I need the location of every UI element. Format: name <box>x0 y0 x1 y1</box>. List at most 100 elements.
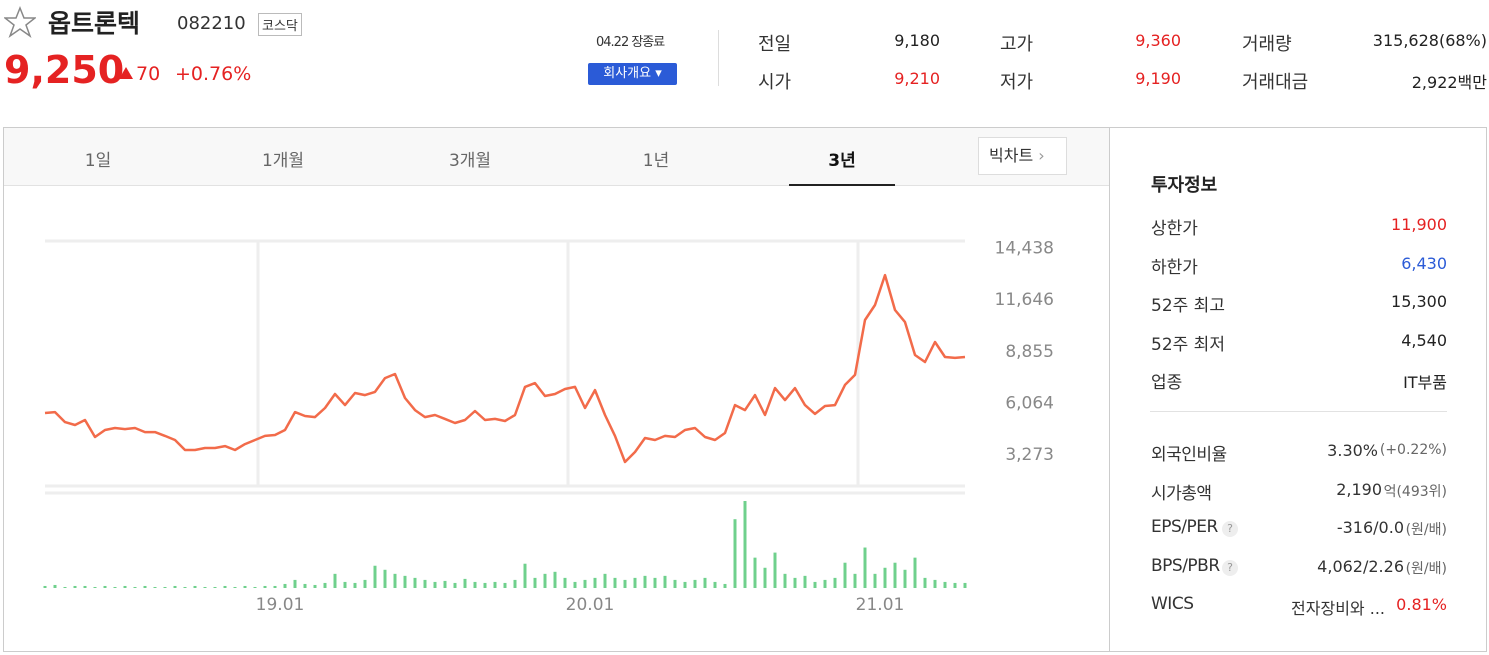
volume-bar <box>353 582 357 588</box>
y-tick-label: 6,064 <box>1005 393 1054 413</box>
tab-underline <box>789 184 895 186</box>
volume-bar <box>43 585 47 588</box>
volume-bar <box>483 582 487 588</box>
invest-extra: 0.81% <box>1396 595 1447 614</box>
volume-bar <box>453 582 457 588</box>
volume-bar <box>923 577 927 588</box>
help-icon[interactable]: ? <box>1222 521 1238 537</box>
invest-value: 4,062/2.26 <box>1317 556 1404 576</box>
tab[interactable]: 1개월 <box>261 151 305 171</box>
quote-value: 315,628(68%) <box>1372 31 1487 50</box>
quote-value: 9,210 <box>894 69 940 88</box>
volume-bar <box>873 573 877 588</box>
company-button-label: 회사개요 <box>603 66 652 81</box>
volume-bar <box>953 582 957 588</box>
invest-value: 2,190 <box>1336 479 1382 499</box>
company-button[interactable]: 회사개요 ▾ <box>588 63 677 85</box>
volume-bar <box>443 580 447 588</box>
volume-bar <box>643 575 647 588</box>
volume-bar <box>693 579 697 588</box>
tab[interactable]: 3년 <box>828 151 856 171</box>
tab[interactable]: 1일 <box>84 151 112 171</box>
volume-bar <box>613 577 617 588</box>
volume-bar <box>63 586 67 588</box>
invest-value: 11,900 <box>1391 215 1447 234</box>
volume-bar <box>533 577 537 588</box>
volume-bar <box>943 581 947 588</box>
up-arrow <box>119 67 133 79</box>
volume-bar <box>503 582 507 588</box>
volume-bar <box>633 577 637 588</box>
quote-value: 2,922백만 <box>1411 73 1487 92</box>
invest-label: BPS/PBR <box>1151 555 1220 576</box>
volume-bar <box>83 585 87 588</box>
volume-bar <box>123 585 127 588</box>
volume-bar <box>383 569 387 588</box>
tab-bar <box>4 128 1109 186</box>
volume-bar <box>933 579 937 588</box>
invest-value: 전자장비와 ... <box>1291 599 1385 618</box>
quote-label: 거래량 <box>1242 34 1292 55</box>
volume-bar <box>403 575 407 588</box>
quote-label: 거래대금 <box>1242 72 1309 93</box>
invest-sub: (+0.22%) <box>1379 442 1447 458</box>
volume-bar <box>813 581 817 588</box>
invest-value: 15,300 <box>1391 292 1447 311</box>
volume-bar <box>133 586 137 588</box>
invest-divider <box>1150 411 1447 412</box>
volume-bar <box>893 562 897 588</box>
tab[interactable]: 1년 <box>642 151 670 171</box>
volume-bar <box>493 581 497 588</box>
tab[interactable]: 3개월 <box>448 151 492 171</box>
volume-bar <box>903 569 907 588</box>
help-icon[interactable]: ? <box>1222 559 1238 576</box>
big-chart-button[interactable]: 빅차트 › <box>978 137 1067 175</box>
x-tick-label: 21.01 <box>856 595 905 615</box>
volume-bar <box>373 565 377 588</box>
volume-bar <box>683 581 687 588</box>
volume-bar <box>283 583 287 588</box>
invest-value: -316/0.0 <box>1336 518 1404 537</box>
invest-value: 3.30% <box>1327 441 1378 460</box>
volume-bar <box>153 586 157 588</box>
volume-bar <box>783 573 787 588</box>
invest-sub: 억(493위) <box>1383 483 1447 500</box>
volume-bar <box>113 586 117 588</box>
quote-label: 전일 <box>758 34 792 55</box>
volume-bar <box>233 586 237 588</box>
volume-bar <box>833 577 837 588</box>
volume-bar <box>843 562 847 588</box>
volume-bar <box>763 567 767 588</box>
volume-bar <box>183 586 187 588</box>
volume-bar <box>323 582 327 588</box>
date-status: 04.22 장종료 <box>596 35 665 50</box>
volume-bar <box>593 577 597 588</box>
change-pct: +0.76% <box>175 63 252 85</box>
invest-label: 시가총액 <box>1151 483 1212 504</box>
volume-bar <box>213 586 217 588</box>
stock-name: 옵트론텍 <box>48 9 141 38</box>
volume-bar <box>193 585 197 588</box>
change: 70 <box>136 63 161 85</box>
quote-label: 저가 <box>1000 72 1034 93</box>
volume-bar <box>753 557 757 588</box>
volume-bar <box>713 581 717 588</box>
volume-bar <box>423 579 427 588</box>
volume-bar <box>333 573 337 588</box>
volume-bar <box>703 577 707 588</box>
invest-label: 외국인비율 <box>1151 445 1227 465</box>
volume-bar <box>583 579 587 588</box>
volume-bar <box>73 585 77 588</box>
volume-bar <box>363 579 367 588</box>
quote-label: 고가 <box>1000 34 1034 55</box>
quote-value: 9,190 <box>1135 69 1181 88</box>
favorite-star[interactable] <box>4 6 36 38</box>
volume-bar <box>823 579 827 588</box>
volume-bar <box>863 547 867 588</box>
volume-bar <box>743 501 747 588</box>
volume-bar <box>773 552 777 588</box>
volume-bar <box>263 585 267 588</box>
volume-bar <box>523 563 527 588</box>
volume-bar <box>173 585 177 588</box>
invest-label: EPS/PER <box>1151 517 1218 537</box>
